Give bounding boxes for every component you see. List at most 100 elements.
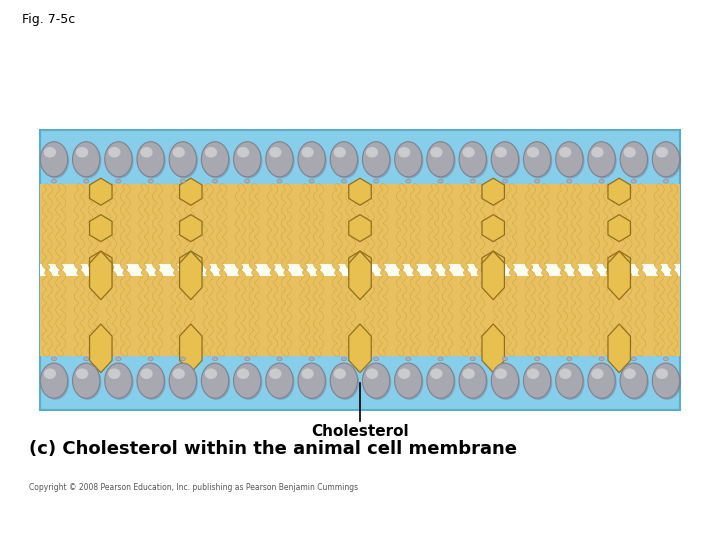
Ellipse shape: [599, 357, 604, 361]
Ellipse shape: [277, 179, 282, 183]
Ellipse shape: [300, 143, 327, 178]
Ellipse shape: [431, 368, 443, 379]
Ellipse shape: [302, 368, 314, 379]
Ellipse shape: [73, 363, 100, 399]
Polygon shape: [482, 324, 505, 373]
Ellipse shape: [459, 141, 487, 177]
Polygon shape: [179, 251, 202, 300]
Ellipse shape: [559, 368, 572, 379]
Ellipse shape: [267, 365, 294, 400]
Ellipse shape: [492, 365, 520, 400]
Text: Cholesterol: Cholesterol: [311, 424, 409, 439]
Polygon shape: [348, 178, 372, 205]
Polygon shape: [608, 324, 631, 373]
Ellipse shape: [588, 141, 616, 177]
Polygon shape: [89, 178, 112, 205]
Ellipse shape: [137, 363, 164, 399]
Ellipse shape: [470, 357, 475, 361]
Ellipse shape: [298, 141, 325, 177]
Ellipse shape: [523, 141, 551, 177]
Ellipse shape: [180, 357, 185, 361]
Ellipse shape: [309, 179, 314, 183]
Ellipse shape: [462, 147, 474, 158]
Ellipse shape: [148, 179, 153, 183]
Ellipse shape: [169, 363, 197, 399]
Ellipse shape: [137, 141, 164, 177]
Ellipse shape: [233, 363, 261, 399]
Ellipse shape: [366, 147, 378, 158]
Ellipse shape: [398, 368, 410, 379]
Ellipse shape: [300, 365, 327, 400]
Ellipse shape: [590, 365, 617, 400]
Ellipse shape: [148, 357, 153, 361]
Ellipse shape: [309, 357, 314, 361]
Ellipse shape: [333, 147, 346, 158]
Polygon shape: [348, 251, 372, 300]
Ellipse shape: [462, 368, 474, 379]
Ellipse shape: [203, 365, 230, 400]
Ellipse shape: [44, 368, 56, 379]
Ellipse shape: [525, 143, 552, 178]
Ellipse shape: [245, 357, 250, 361]
Ellipse shape: [106, 143, 133, 178]
Ellipse shape: [652, 141, 680, 177]
Ellipse shape: [277, 357, 282, 361]
Bar: [40, 184, 680, 270]
Ellipse shape: [631, 179, 636, 183]
Ellipse shape: [52, 179, 57, 183]
Polygon shape: [482, 178, 505, 205]
Ellipse shape: [169, 141, 197, 177]
Polygon shape: [179, 214, 202, 241]
Ellipse shape: [428, 143, 456, 178]
Ellipse shape: [52, 357, 57, 361]
Text: Fig. 7-5c: Fig. 7-5c: [22, 14, 75, 26]
Ellipse shape: [180, 179, 185, 183]
Ellipse shape: [76, 368, 89, 379]
Ellipse shape: [333, 368, 346, 379]
Ellipse shape: [116, 357, 121, 361]
Ellipse shape: [84, 357, 89, 361]
Ellipse shape: [438, 357, 443, 361]
Ellipse shape: [396, 365, 423, 400]
Ellipse shape: [523, 363, 551, 399]
Ellipse shape: [212, 357, 217, 361]
Ellipse shape: [74, 365, 102, 400]
Ellipse shape: [664, 179, 668, 183]
Polygon shape: [482, 251, 505, 300]
Ellipse shape: [330, 363, 358, 399]
Ellipse shape: [557, 143, 585, 178]
Ellipse shape: [652, 363, 680, 399]
Polygon shape: [482, 251, 505, 278]
Ellipse shape: [44, 147, 56, 158]
Ellipse shape: [374, 357, 379, 361]
Ellipse shape: [395, 141, 422, 177]
Ellipse shape: [233, 141, 261, 177]
Ellipse shape: [492, 143, 520, 178]
Ellipse shape: [298, 363, 325, 399]
Ellipse shape: [366, 368, 378, 379]
Ellipse shape: [171, 365, 198, 400]
Ellipse shape: [567, 179, 572, 183]
Bar: [40, 264, 680, 276]
Polygon shape: [89, 251, 112, 300]
Ellipse shape: [591, 368, 603, 379]
Ellipse shape: [621, 143, 649, 178]
Ellipse shape: [406, 357, 411, 361]
Ellipse shape: [396, 143, 423, 178]
Ellipse shape: [204, 147, 217, 158]
Ellipse shape: [427, 363, 454, 399]
Ellipse shape: [237, 147, 249, 158]
Ellipse shape: [204, 368, 217, 379]
Ellipse shape: [362, 141, 390, 177]
Ellipse shape: [461, 365, 488, 400]
Polygon shape: [348, 214, 372, 241]
Ellipse shape: [245, 179, 250, 183]
Ellipse shape: [491, 141, 518, 177]
Ellipse shape: [362, 363, 390, 399]
Polygon shape: [89, 214, 112, 241]
Ellipse shape: [664, 357, 668, 361]
Ellipse shape: [104, 141, 132, 177]
Ellipse shape: [364, 365, 391, 400]
Ellipse shape: [495, 368, 507, 379]
Ellipse shape: [330, 141, 358, 177]
